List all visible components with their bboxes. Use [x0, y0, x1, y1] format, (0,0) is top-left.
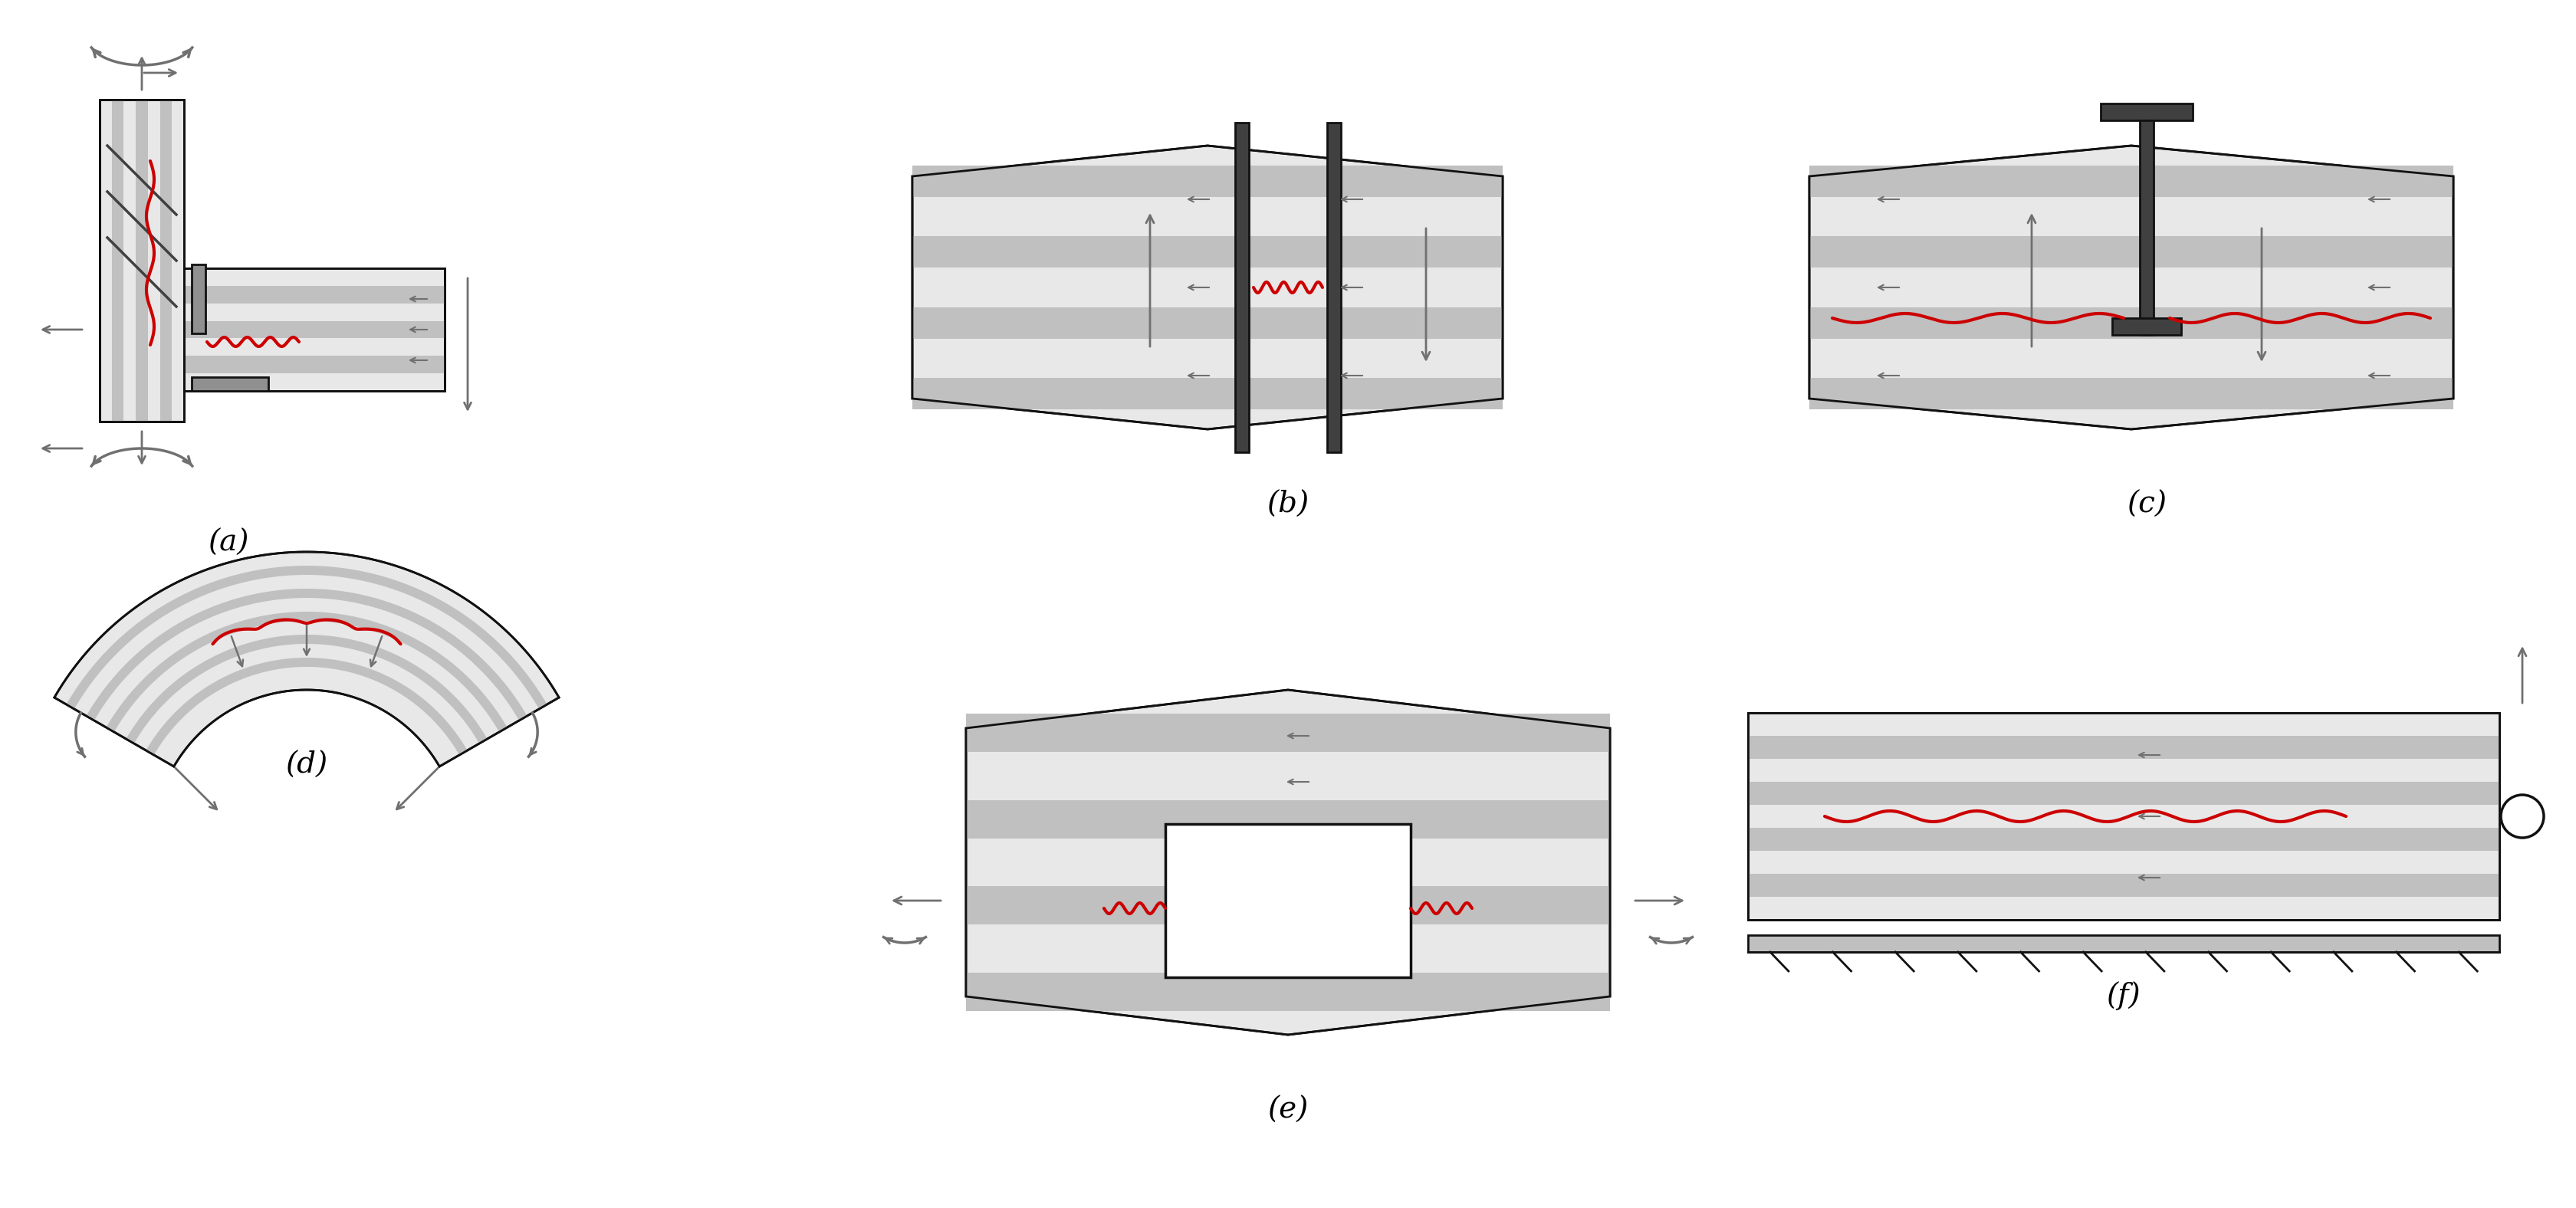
Polygon shape [912, 146, 1502, 429]
Polygon shape [54, 552, 559, 767]
Bar [1808, 307, 2452, 338]
Bar [183, 321, 446, 338]
Bar [191, 377, 268, 391]
Text: (c): (c) [2128, 490, 2166, 519]
Bar [191, 265, 206, 333]
Polygon shape [147, 657, 466, 755]
Bar [1808, 378, 2452, 410]
Bar [2141, 121, 2154, 335]
Bar [966, 714, 1610, 753]
Bar [2099, 104, 2192, 121]
Circle shape [2501, 795, 2545, 838]
Bar [137, 99, 147, 422]
Bar [100, 99, 183, 422]
Bar [1749, 782, 2499, 805]
Bar [1164, 824, 1412, 977]
Bar [1327, 123, 1342, 452]
Polygon shape [85, 588, 528, 720]
Bar [1808, 165, 2452, 197]
Bar [160, 99, 173, 422]
Text: (e): (e) [1267, 1096, 1309, 1125]
Bar [1808, 237, 2452, 268]
Bar [183, 286, 446, 303]
Bar [912, 307, 1502, 338]
Polygon shape [106, 611, 507, 732]
Polygon shape [126, 634, 487, 743]
Text: (b): (b) [1267, 490, 1309, 519]
Text: (a): (a) [209, 529, 250, 557]
Bar [1749, 935, 2499, 952]
Bar [966, 800, 1610, 838]
Polygon shape [67, 565, 546, 709]
Bar [1749, 873, 2499, 896]
Bar [1749, 736, 2499, 759]
Polygon shape [1808, 146, 2452, 429]
Bar [912, 378, 1502, 410]
Text: (f): (f) [2107, 981, 2141, 1010]
Bar [966, 972, 1610, 1011]
Polygon shape [183, 268, 446, 391]
Bar [1749, 827, 2499, 850]
Polygon shape [1749, 713, 2499, 919]
Bar [1234, 123, 1249, 452]
Bar [100, 99, 183, 422]
Polygon shape [966, 690, 1610, 1035]
Text: (d): (d) [286, 751, 327, 779]
Bar [183, 356, 446, 373]
Bar [912, 237, 1502, 268]
Bar [2112, 318, 2182, 335]
Bar [912, 165, 1502, 197]
Bar [111, 99, 124, 422]
Bar [966, 887, 1610, 924]
